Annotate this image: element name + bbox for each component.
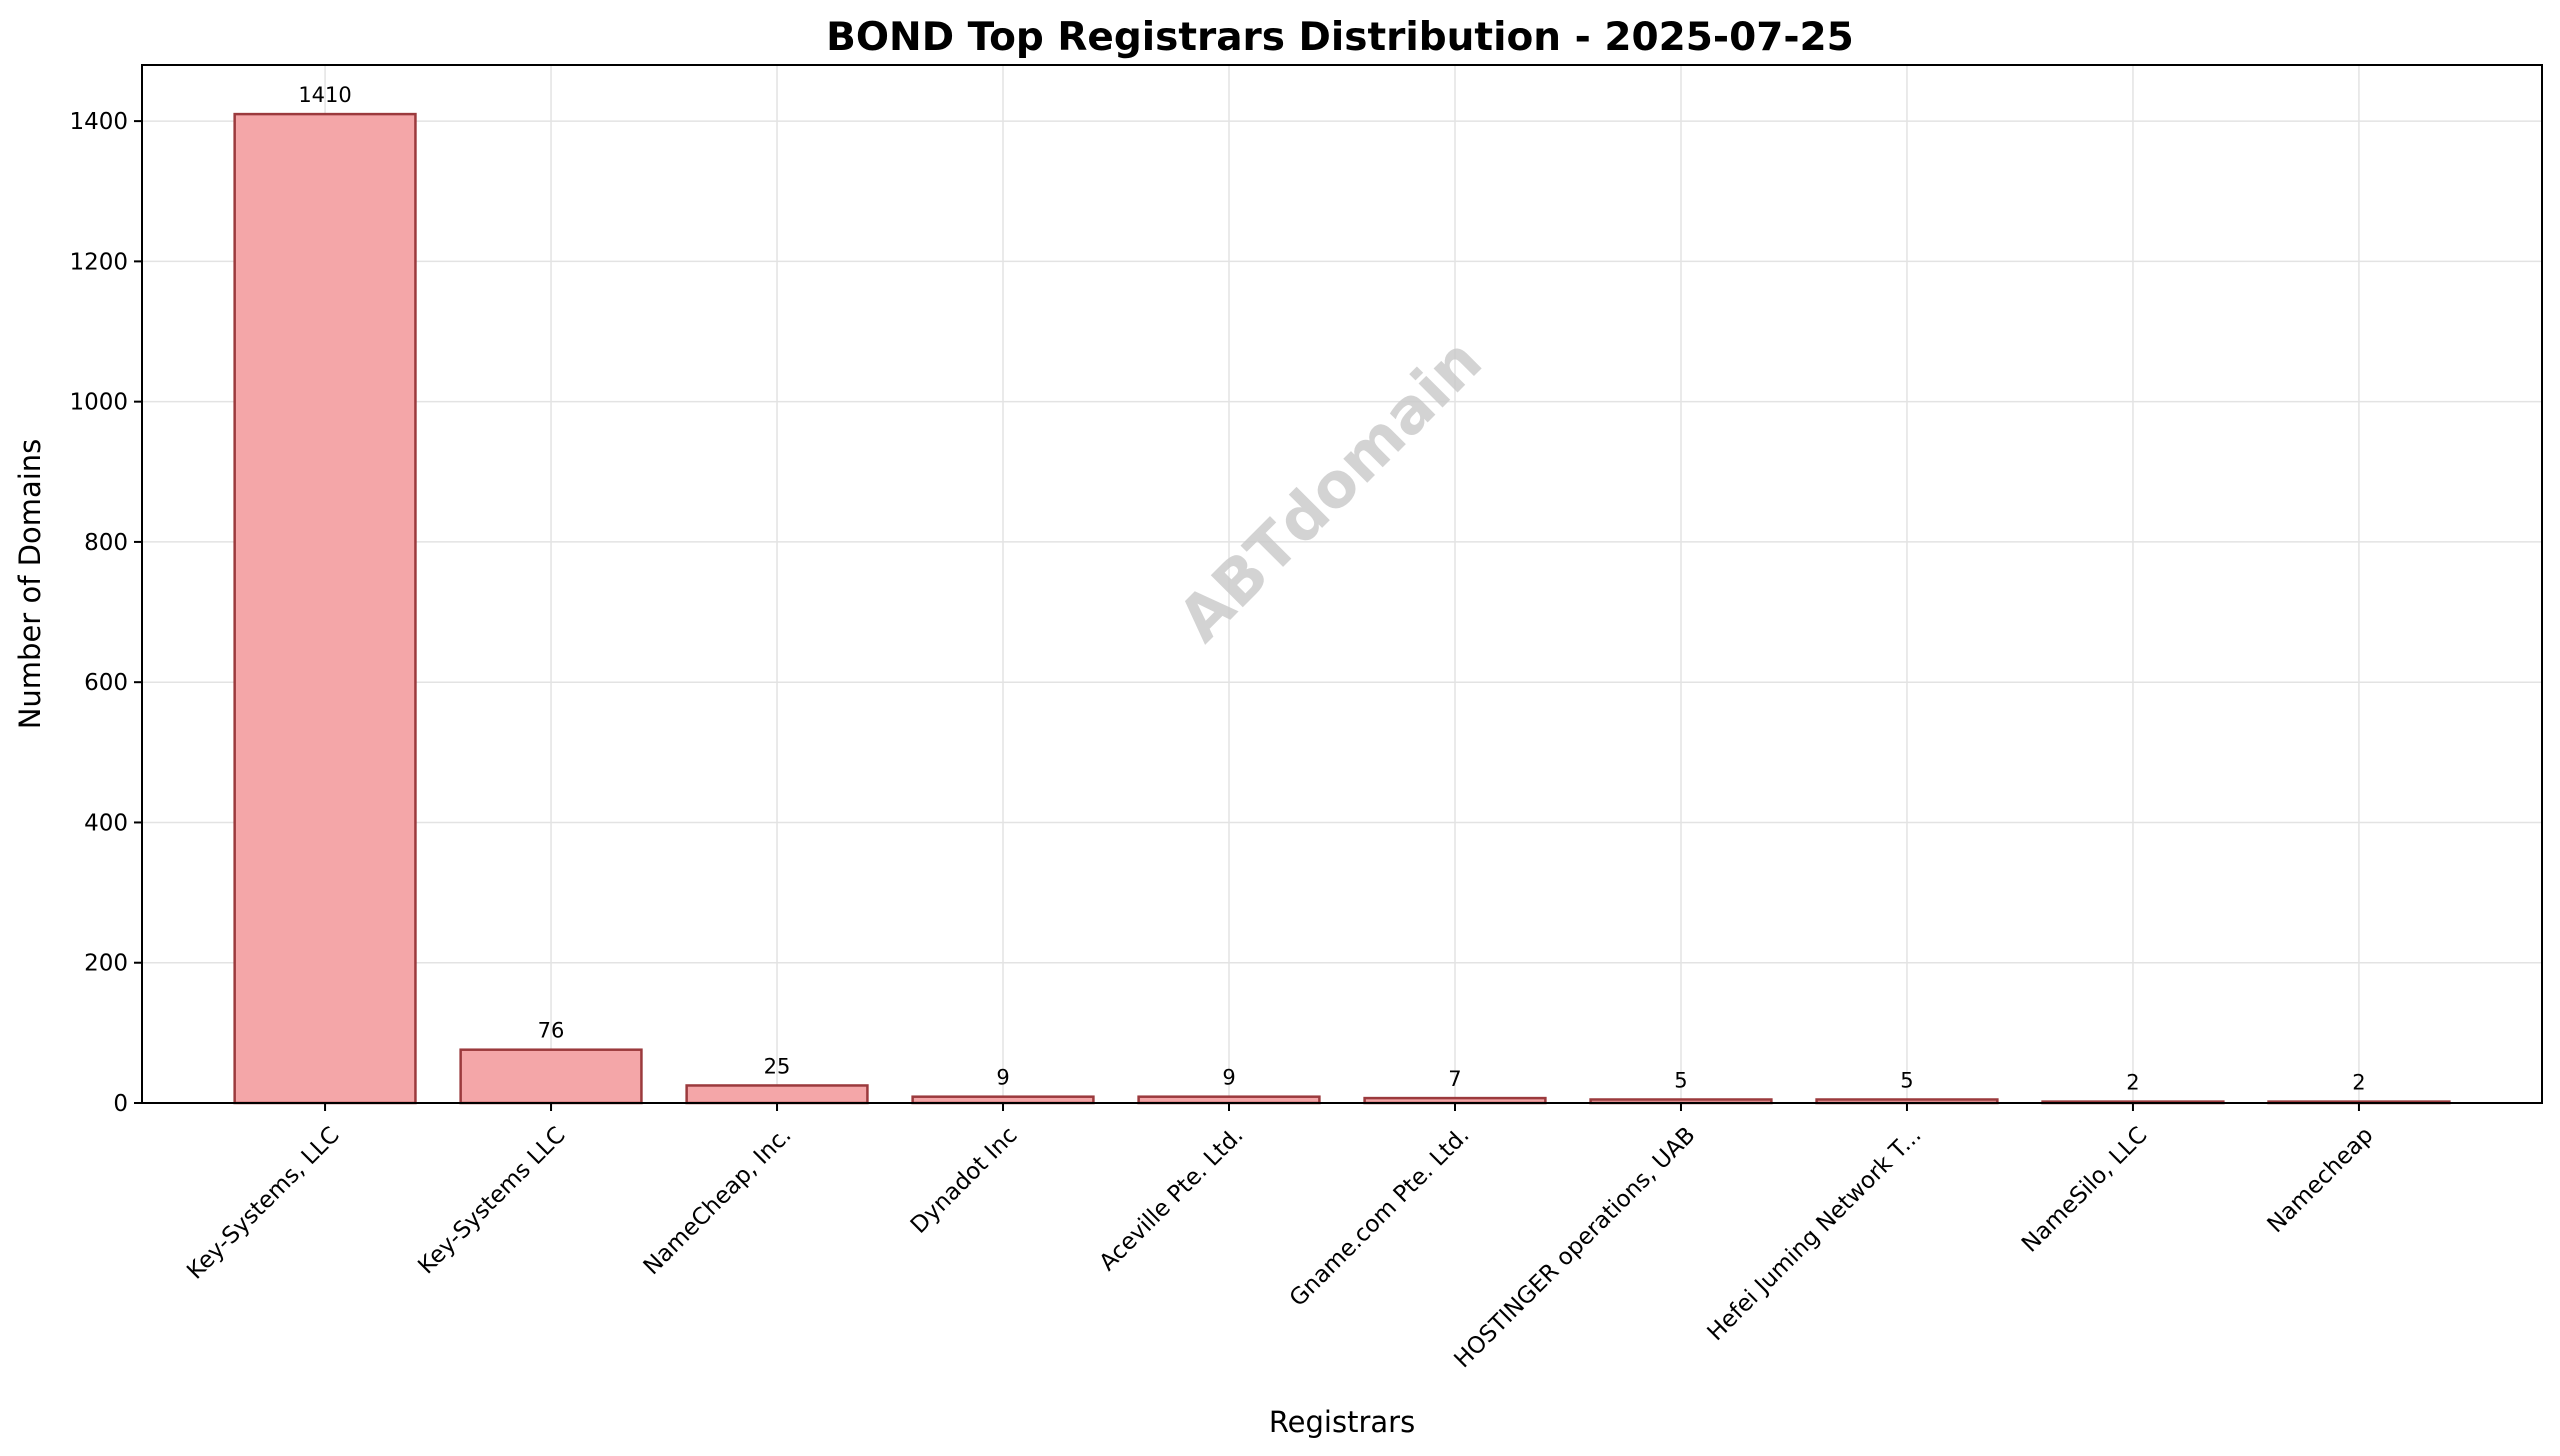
- bar-value-label: 9: [1222, 1066, 1235, 1090]
- x-axis-label: Registrars: [1269, 1405, 1415, 1439]
- y-axis-ticks: 0 200 400 600 800 1000 1200 1400: [69, 109, 142, 1117]
- y-tick-label: 1000: [69, 390, 128, 416]
- y-tick-label: 400: [84, 810, 128, 836]
- y-tick-label: 1200: [69, 249, 128, 275]
- bars: [233, 112, 2451, 1105]
- watermark-text: ABTdomain: [1164, 324, 1496, 656]
- x-tick-label: Namecheap: [2263, 1122, 2379, 1238]
- bar-value-label: 25: [764, 1054, 791, 1078]
- bar-value-label: 76: [538, 1019, 565, 1043]
- x-tick-label: Gname.com Pte. Ltd.: [1285, 1122, 1475, 1312]
- y-tick-label: 1400: [69, 109, 128, 135]
- x-tick-label: Aceville Pte. Ltd.: [1095, 1122, 1249, 1276]
- bar: [685, 1084, 869, 1105]
- y-tick-label: 0: [113, 1091, 128, 1117]
- x-tick-label: NameCheap, Inc.: [639, 1122, 797, 1280]
- y-tick-label: 200: [84, 951, 128, 977]
- bar: [459, 1048, 643, 1105]
- y-tick-label: 600: [84, 670, 128, 696]
- x-tick-label: Key-Systems LLC: [413, 1122, 570, 1279]
- bar-value-label: 5: [1900, 1068, 1913, 1092]
- bar: [233, 112, 417, 1105]
- data-labels: 1410 76 25 9 9 7 5 5 2 2: [298, 83, 2365, 1095]
- bar-value-label: 2: [2352, 1071, 2365, 1095]
- bar-value-label: 5: [1674, 1068, 1687, 1092]
- x-axis-ticks: Key-Systems, LLC Key-Systems LLC NameCheap…: [182, 1103, 2379, 1373]
- bar-value-label: 7: [1448, 1067, 1461, 1091]
- x-tick-label: Hefei Juming Network T...: [1703, 1122, 1927, 1346]
- bar-value-label: 2: [2126, 1071, 2139, 1095]
- y-axis-label: Number of Domains: [13, 439, 47, 730]
- x-tick-label: Key-Systems, LLC: [182, 1122, 344, 1284]
- chart-title: BOND Top Registrars Distribution - 2025-…: [826, 15, 1854, 60]
- plot-frame: [141, 64, 2543, 1104]
- grid-lines: [142, 65, 2542, 1104]
- x-tick-label: Dynadot Inc: [906, 1122, 1023, 1239]
- bar-value-label: 9: [996, 1066, 1009, 1090]
- y-tick-label: 800: [84, 530, 128, 556]
- x-tick-label: HOSTINGER operations, UAB: [1449, 1122, 1700, 1373]
- bar-value-label: 1410: [298, 83, 351, 107]
- x-tick-label: NameSilo, LLC: [2017, 1122, 2152, 1257]
